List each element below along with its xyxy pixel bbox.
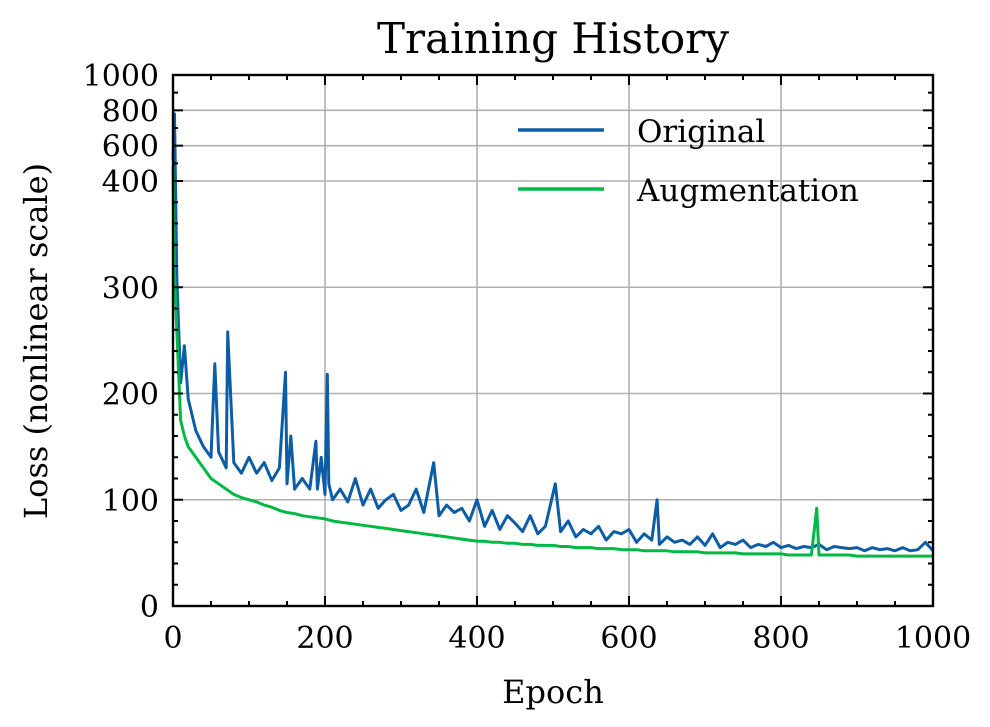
series-lines xyxy=(171,112,935,558)
x-tick-label: 0 xyxy=(163,621,182,656)
legend-label-augmentation: Augmentation xyxy=(636,173,859,209)
chart-title: Training History xyxy=(377,14,729,63)
series-line-augmentation xyxy=(171,166,933,558)
x-tick-label: 600 xyxy=(600,621,657,656)
series-line-original xyxy=(171,112,935,553)
y-tick-label: 1000 xyxy=(83,59,159,94)
y-tick-label: 400 xyxy=(102,165,159,200)
x-tick-label: 800 xyxy=(752,621,809,656)
y-tick-label: 800 xyxy=(102,94,159,129)
legend: Original Augmentation xyxy=(518,114,859,209)
legend-label-original: Original xyxy=(637,114,765,150)
x-tick-label: 200 xyxy=(296,621,353,656)
y-tick-label: 600 xyxy=(102,130,159,165)
x-tick-label: 400 xyxy=(448,621,505,656)
y-tick-label: 0 xyxy=(140,590,159,625)
plot-frame xyxy=(171,73,935,608)
y-tick-label: 200 xyxy=(102,378,159,413)
x-tick-label: 1000 xyxy=(895,621,971,656)
x-axis-label: Epoch xyxy=(502,673,604,711)
y-tick-label: 300 xyxy=(102,271,159,306)
y-tick-label: 100 xyxy=(102,484,159,519)
y-axis-label: Loss (nonlinear scale) xyxy=(17,163,55,519)
